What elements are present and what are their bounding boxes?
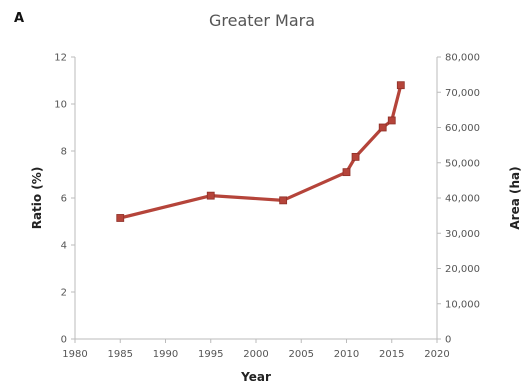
chart-title: Greater Mara — [209, 11, 315, 30]
panel-label: A — [14, 11, 24, 26]
x-tick-label: 2005 — [289, 349, 314, 360]
y2-tick-label: 10,000 — [445, 299, 480, 310]
data-point — [279, 196, 288, 205]
x-axis-ticks: 1980 1985 1990 1995 2000 2005 2010 2015 2020 — [62, 339, 450, 360]
x-tick-label: 2015 — [379, 349, 404, 360]
data-point — [387, 116, 396, 125]
y-tick-label: 2 — [61, 288, 67, 299]
y-tick-label: 12 — [54, 53, 67, 64]
y2-tick-label: 80,000 — [445, 53, 480, 64]
data-point — [206, 191, 215, 200]
y-axis-right-title: Area (ha) — [508, 166, 522, 229]
y2-tick-label: 30,000 — [445, 229, 480, 240]
y-tick-label: 6 — [61, 194, 67, 205]
x-tick-label: 1985 — [108, 349, 133, 360]
y-tick-label: 0 — [61, 335, 67, 346]
data-point — [116, 214, 125, 222]
data-point — [351, 152, 360, 161]
y-tick-label: 8 — [61, 147, 67, 158]
x-axis-title: Year — [240, 370, 271, 384]
y2-tick-label: 60,000 — [445, 123, 480, 134]
y2-tick-label: 70,000 — [445, 88, 480, 99]
series-line — [118, 83, 403, 220]
y2-tick-label: 50,000 — [445, 158, 480, 169]
x-tick-label: 2000 — [243, 349, 268, 360]
y-axis-left-ticks: 0 2 4 6 8 10 12 — [54, 53, 75, 346]
x-tick-label: 1980 — [62, 349, 87, 360]
y2-tick-label: 0 — [445, 335, 451, 346]
x-tick-label: 2010 — [334, 349, 359, 360]
data-point — [378, 123, 387, 132]
y-axis-right-ticks: 0 10,000 20,000 30,000 40,000 50,000 60,000 70,… — [437, 53, 480, 346]
y-axis-left-title: Ratio (%) — [30, 167, 44, 230]
series-layer — [116, 81, 405, 222]
y2-tick-label: 20,000 — [445, 264, 480, 275]
data-point — [396, 81, 405, 90]
y2-tick-label: 40,000 — [445, 194, 480, 205]
x-tick-label: 1990 — [153, 349, 178, 360]
x-tick-label: 1995 — [198, 349, 223, 360]
x-tick-label: 2020 — [424, 349, 449, 360]
y-tick-label: 4 — [61, 241, 67, 252]
data-point — [342, 168, 351, 177]
y-tick-label: 10 — [54, 100, 67, 111]
